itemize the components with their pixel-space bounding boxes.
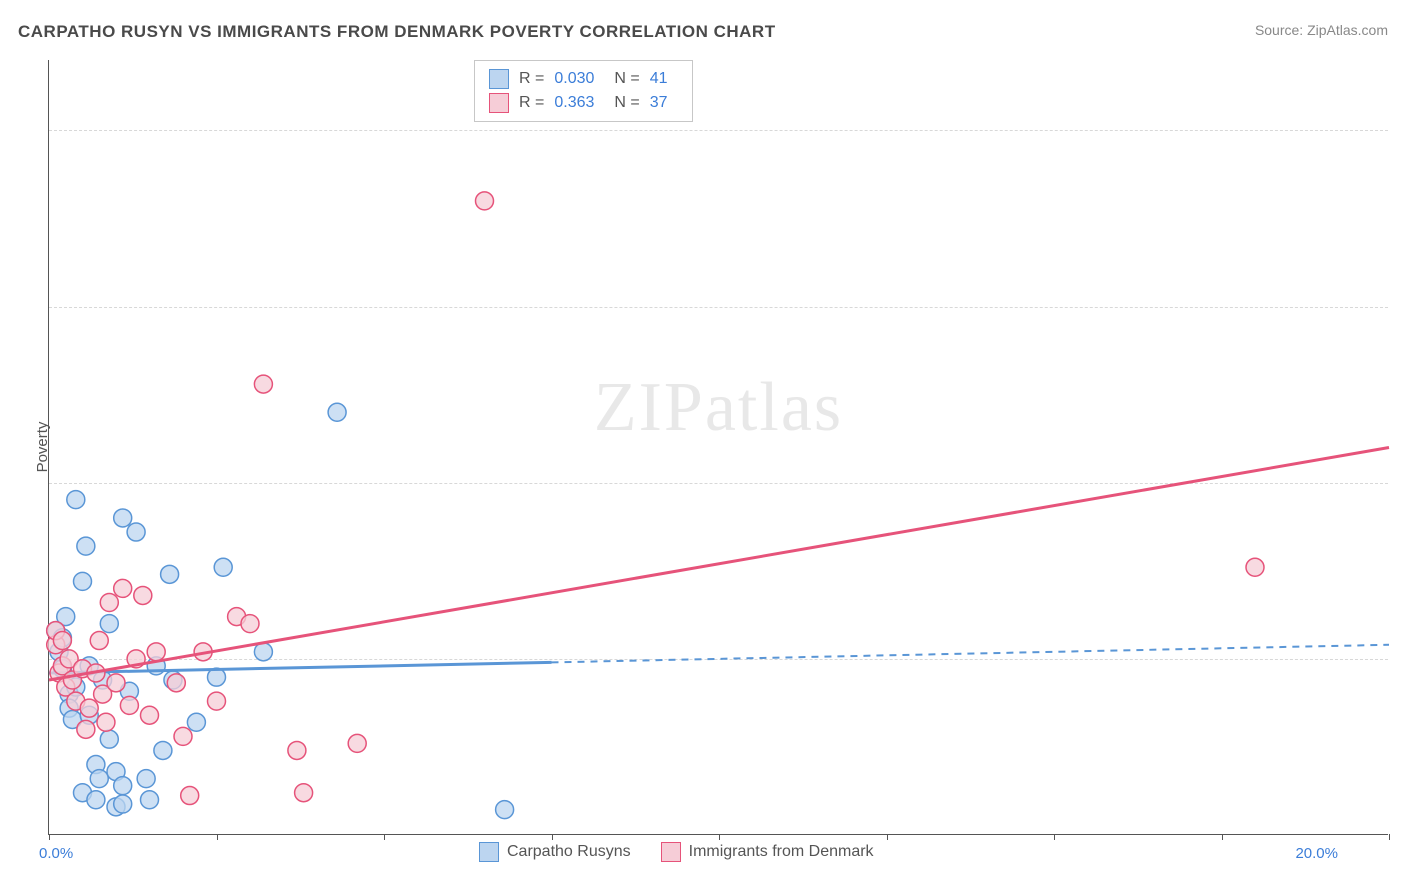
scatter-point (90, 770, 108, 788)
scatter-point (476, 192, 494, 210)
scatter-point (90, 632, 108, 650)
scatter-point (137, 770, 155, 788)
scatter-point (100, 730, 118, 748)
scatter-point (181, 787, 199, 805)
chart-title: CARPATHO RUSYN VS IMMIGRANTS FROM DENMAR… (18, 22, 776, 42)
scatter-point (241, 615, 259, 633)
scatter-point (77, 720, 95, 738)
scatter-point (167, 674, 185, 692)
scatter-point (134, 586, 152, 604)
scatter-point (1246, 558, 1264, 576)
x-tick (49, 834, 50, 840)
scatter-point (114, 777, 132, 795)
r-value-0: 0.030 (554, 70, 594, 88)
x-tick (719, 834, 720, 840)
y-tick-label: 12.5% (1393, 651, 1406, 668)
scatter-point (254, 375, 272, 393)
scatter-point (100, 594, 118, 612)
x-tick (552, 834, 553, 840)
trend-line-dashed (552, 645, 1390, 663)
scatter-point (53, 632, 71, 650)
n-value-0: 41 (650, 70, 668, 88)
r-value-1: 0.363 (554, 94, 594, 112)
legend-label-0: Carpatho Rusyns (507, 843, 631, 861)
scatter-point (114, 579, 132, 597)
y-axis-title: Poverty (34, 422, 51, 473)
swatch-series-1 (489, 93, 509, 113)
scatter-point (161, 565, 179, 583)
scatter-point (295, 784, 313, 802)
scatter-point (87, 791, 105, 809)
x-tick (1054, 834, 1055, 840)
legend-label-1: Immigrants from Denmark (689, 843, 874, 861)
plot-area: ZIPatlas 12.5%25.0%37.5%50.0% R = 0.030 … (48, 60, 1388, 835)
swatch-series-1 (661, 842, 681, 862)
scatter-point (77, 537, 95, 555)
chart-container: CARPATHO RUSYN VS IMMIGRANTS FROM DENMAR… (0, 0, 1406, 892)
n-value-1: 37 (650, 94, 668, 112)
scatter-point (174, 727, 192, 745)
scatter-point (187, 713, 205, 731)
scatter-point (127, 523, 145, 541)
y-tick-label: 37.5% (1393, 299, 1406, 316)
scatter-point (100, 615, 118, 633)
n-label: N = (614, 94, 639, 112)
scatter-point (120, 696, 138, 714)
scatter-point (328, 403, 346, 421)
scatter-point (496, 801, 514, 819)
legend-item-0: Carpatho Rusyns (479, 842, 631, 862)
x-tick (1222, 834, 1223, 840)
scatter-point (114, 795, 132, 813)
scatter-point (97, 713, 115, 731)
scatter-point (80, 699, 98, 717)
x-tick (887, 834, 888, 840)
scatter-point (208, 692, 226, 710)
scatter-point (107, 674, 125, 692)
scatter-point (254, 643, 272, 661)
bottom-legend: Carpatho Rusyns Immigrants from Denmark (479, 842, 874, 862)
x-tick (217, 834, 218, 840)
scatter-point (348, 734, 366, 752)
y-tick-label: 50.0% (1393, 123, 1406, 140)
x-tick (384, 834, 385, 840)
swatch-series-0 (479, 842, 499, 862)
stats-legend-box: R = 0.030 N = 41 R = 0.363 N = 37 (474, 60, 693, 122)
scatter-point (141, 706, 159, 724)
scatter-point (214, 558, 232, 576)
legend-item-1: Immigrants from Denmark (661, 842, 874, 862)
n-label: N = (614, 70, 639, 88)
source-attribution: Source: ZipAtlas.com (1255, 22, 1388, 38)
stats-row-series-1: R = 0.363 N = 37 (489, 91, 678, 115)
scatter-point (67, 491, 85, 509)
scatter-point (147, 643, 165, 661)
scatter-point (74, 572, 92, 590)
x-axis-max-label: 20.0% (1295, 845, 1338, 862)
scatter-point (141, 791, 159, 809)
r-label: R = (519, 94, 544, 112)
scatter-plot-svg (49, 60, 1388, 834)
stats-row-series-0: R = 0.030 N = 41 (489, 67, 678, 91)
scatter-point (114, 509, 132, 527)
x-axis-min-label: 0.0% (39, 845, 73, 862)
swatch-series-0 (489, 69, 509, 89)
x-tick (1389, 834, 1390, 840)
trend-line-solid (49, 448, 1389, 681)
scatter-point (154, 741, 172, 759)
r-label: R = (519, 70, 544, 88)
scatter-point (288, 741, 306, 759)
y-tick-label: 25.0% (1393, 475, 1406, 492)
